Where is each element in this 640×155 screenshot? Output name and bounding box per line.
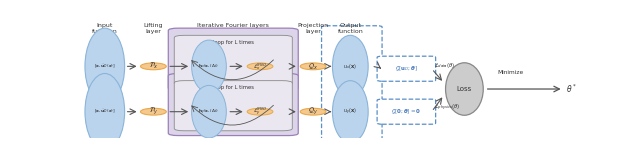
Text: $\mathcal{L}_x^{IFNO}$: $\mathcal{L}_x^{IFNO}$ <box>253 61 268 72</box>
Ellipse shape <box>85 28 125 104</box>
Text: $\mathcal{P}_x$: $\mathcal{P}_x$ <box>148 61 158 71</box>
Ellipse shape <box>191 40 227 93</box>
Text: $\mathcal{G}[\mathbf{0};\boldsymbol{\theta}]=\mathbf{0}$: $\mathcal{G}[\mathbf{0};\boldsymbol{\the… <box>391 107 422 116</box>
Text: $\mathcal{L}_{data}(\theta)$: $\mathcal{L}_{data}(\theta)$ <box>434 61 454 70</box>
Text: Lifting
layer: Lifting layer <box>143 23 163 34</box>
Ellipse shape <box>247 63 273 70</box>
FancyBboxPatch shape <box>377 56 436 81</box>
Text: Loss: Loss <box>457 86 472 92</box>
Text: Minimize: Minimize <box>497 70 524 75</box>
Text: loop for L times: loop for L times <box>212 85 254 90</box>
Text: Iterative Fourier layers: Iterative Fourier layers <box>197 23 269 28</box>
Ellipse shape <box>300 63 326 70</box>
Text: Input
function: Input function <box>92 23 118 34</box>
Text: $\mathcal{P}_y$: $\mathcal{P}_y$ <box>148 106 158 117</box>
Ellipse shape <box>300 108 326 115</box>
Text: $[\mathbf{x}, \tilde{\mathbf{u}}_D(\mathbf{x})]$: $[\mathbf{x}, \tilde{\mathbf{u}}_D(\math… <box>94 108 116 115</box>
Ellipse shape <box>141 63 166 70</box>
FancyBboxPatch shape <box>168 73 298 136</box>
Text: $\mathbf{h}_y(\mathbf{x}, l\Delta t)$: $\mathbf{h}_y(\mathbf{x}, l\Delta t)$ <box>198 107 220 116</box>
Text: $\mathcal{G}[\mathbf{u}_D;\boldsymbol{\theta}]$: $\mathcal{G}[\mathbf{u}_D;\boldsymbol{\t… <box>395 64 418 73</box>
Text: $\mathcal{L}_y^{IFNO}$: $\mathcal{L}_y^{IFNO}$ <box>253 106 268 118</box>
Text: Output
function: Output function <box>337 23 363 34</box>
Text: $[\mathbf{x}, \tilde{\mathbf{u}}_D(\mathbf{x})]$: $[\mathbf{x}, \tilde{\mathbf{u}}_D(\math… <box>94 63 116 70</box>
Text: $\theta^*$: $\theta^*$ <box>566 83 577 95</box>
Text: $u_y(\mathbf{x})$: $u_y(\mathbf{x})$ <box>343 107 357 117</box>
Ellipse shape <box>247 108 273 115</box>
Ellipse shape <box>191 85 227 138</box>
Ellipse shape <box>332 81 368 143</box>
Text: loop for L times: loop for L times <box>212 40 254 45</box>
FancyBboxPatch shape <box>168 28 298 90</box>
Ellipse shape <box>445 63 483 115</box>
Text: $u_x(\mathbf{x})$: $u_x(\mathbf{x})$ <box>343 62 357 71</box>
FancyBboxPatch shape <box>174 35 292 85</box>
Ellipse shape <box>332 35 368 97</box>
Ellipse shape <box>85 73 125 150</box>
FancyBboxPatch shape <box>174 81 292 131</box>
Ellipse shape <box>141 108 166 115</box>
Text: $\mathcal{L}_{physics}(\theta)$: $\mathcal{L}_{physics}(\theta)$ <box>434 103 460 113</box>
Text: $\mathcal{Q}_x$: $\mathcal{Q}_x$ <box>308 62 318 71</box>
Text: $\mathbf{h}_x(\mathbf{x}, l\Delta t)$: $\mathbf{h}_x(\mathbf{x}, l\Delta t)$ <box>198 62 220 70</box>
Text: Projection
layer: Projection layer <box>298 23 329 34</box>
Text: $\mathcal{Q}_y$: $\mathcal{Q}_y$ <box>308 106 318 117</box>
FancyBboxPatch shape <box>321 26 382 152</box>
FancyBboxPatch shape <box>377 99 436 124</box>
